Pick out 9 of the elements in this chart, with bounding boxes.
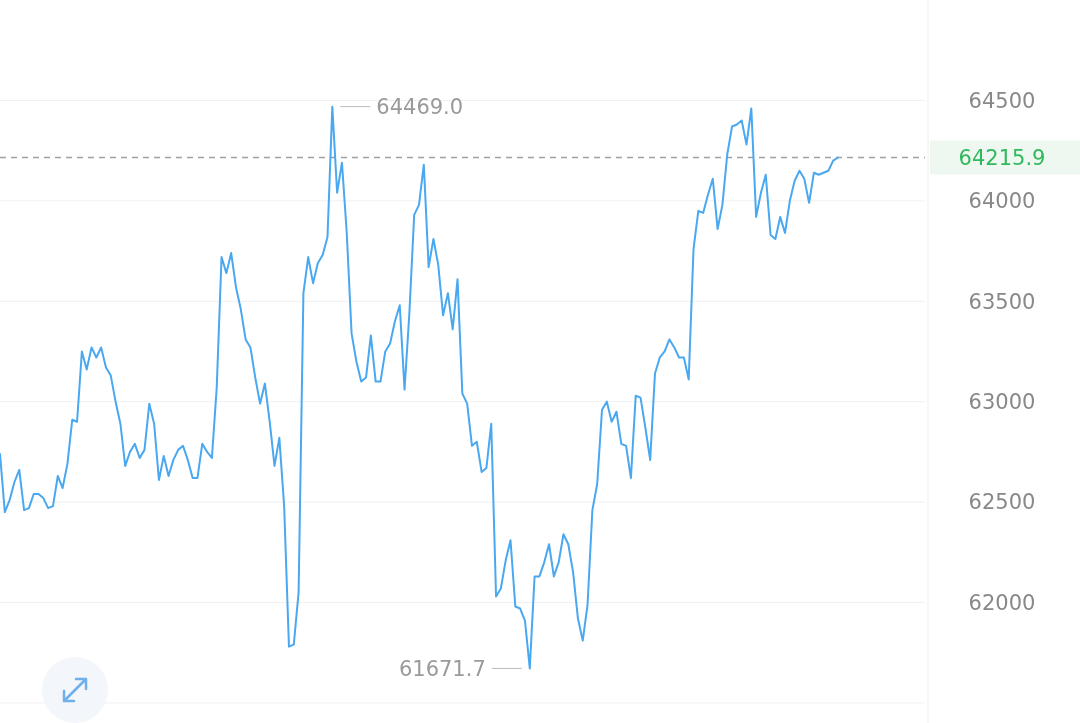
y-tick-label: 62500 [968, 490, 1036, 515]
y-tick-label: 64000 [968, 189, 1036, 214]
y-tick-label: 63000 [968, 390, 1036, 415]
y-tick-label: 63500 [968, 289, 1036, 314]
annotation: 61671.7 [398, 656, 486, 681]
ref-line-label: 64215.9 [958, 145, 1046, 170]
y-tick-label: 62000 [968, 590, 1036, 615]
y-tick-label: 64500 [968, 88, 1036, 113]
annotation: 64469.0 [376, 94, 464, 119]
